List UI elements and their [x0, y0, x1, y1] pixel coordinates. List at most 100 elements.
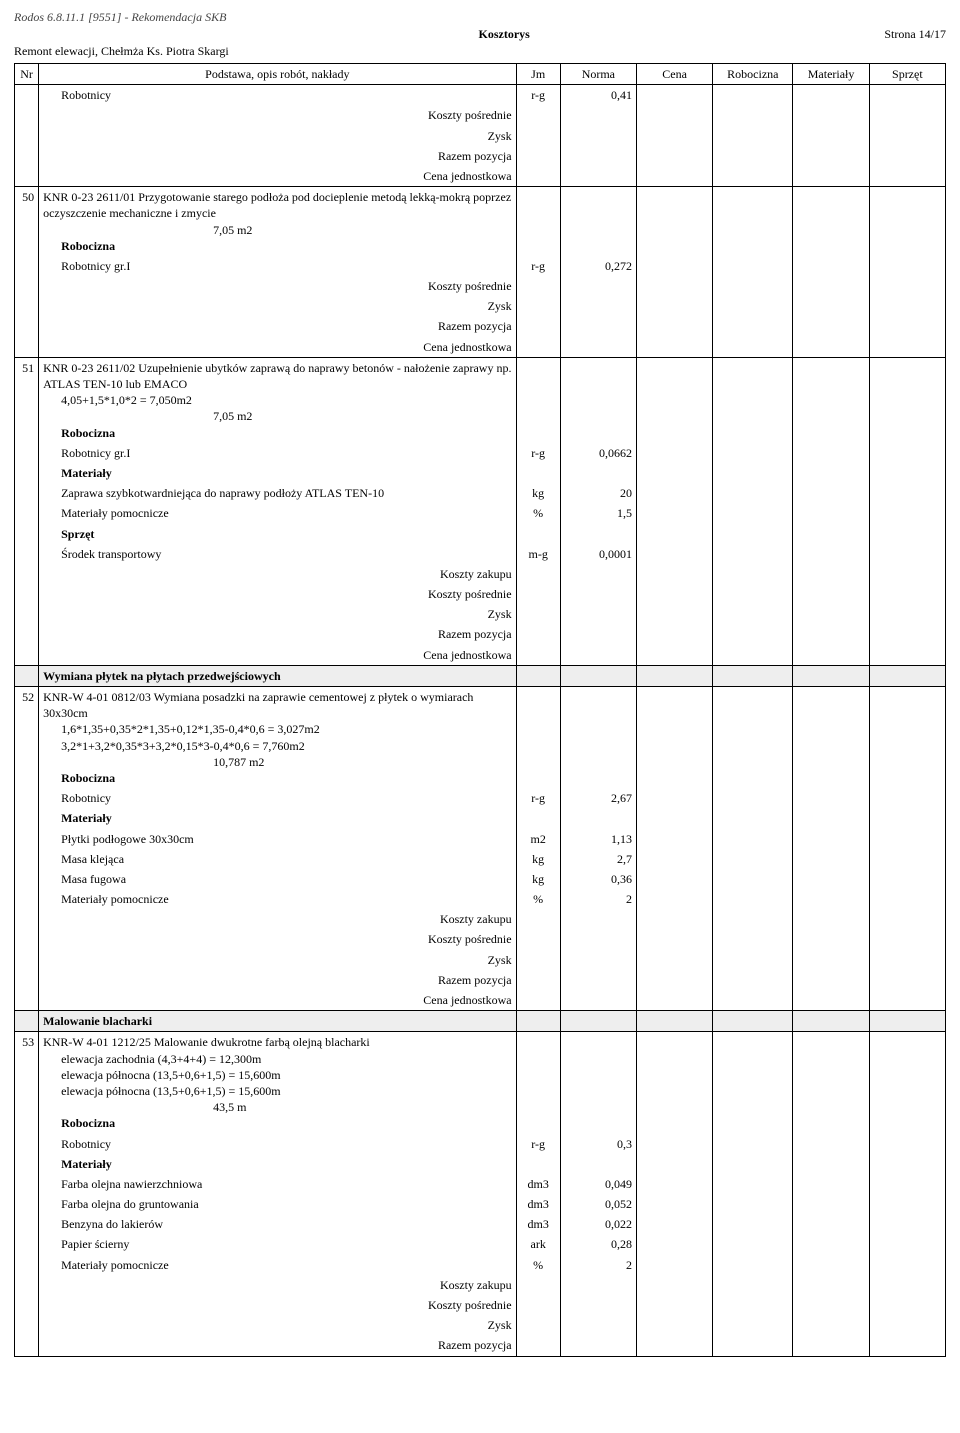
doc-id: Rodos 6.8.11.1 [9551] - Rekomendacja SKB [14, 10, 946, 25]
table-row: Robotnicy r-g 0,3 [15, 1134, 946, 1154]
item51-matpom-jm: % [516, 503, 560, 523]
item53-papier-norma: 0,28 [560, 1234, 636, 1254]
section-53-title: Malowanie blacharki [39, 1011, 517, 1032]
item53-calc3: elewacja północna (13,5+0,6+1,5) = 15,60… [43, 1083, 512, 1099]
table-row: Zysk [15, 950, 946, 970]
table-row: Robotnicy r-g 0,41 [15, 85, 946, 106]
table-row: Materiały [15, 808, 946, 828]
item51-matpom-label: Materiały pomocnicze [43, 505, 512, 521]
table-row: 50 KNR 0-23 2611/01 Przygotowanie stareg… [15, 187, 946, 256]
item50-rob-label: Robotnicy gr.I [43, 258, 512, 274]
table-row: Zysk [15, 604, 946, 624]
table-row: Robotnicy gr.I r-g 0,272 [15, 256, 946, 276]
table-row: Robotnicy gr.I r-g 0,0662 [15, 443, 946, 463]
table-row: 53 KNR-W 4-01 1212/25 Malowanie dwukrotn… [15, 1032, 946, 1134]
item53-farba-grunt-label: Farba olejna do gruntowania [43, 1196, 512, 1212]
item53-farba-naw-jm: dm3 [516, 1174, 560, 1194]
item51-qty: 7,05 m2 [43, 408, 512, 424]
item52-nr: 52 [15, 687, 39, 789]
meta-kp: Koszty pośrednie [43, 586, 512, 602]
table-row: Materiały [15, 463, 946, 483]
table-row: Koszty pośrednie [15, 929, 946, 949]
col-sprzet: Sprzęt [869, 64, 945, 85]
table-row: Sprzęt [15, 524, 946, 544]
item53-papier-label: Papier ścierny [43, 1236, 512, 1252]
table-row: Razem pozycja [15, 316, 946, 336]
table-row: Materiały [15, 1154, 946, 1174]
meta-cj: Cena jednostkowa [43, 168, 512, 184]
item52-plytki-norma: 1,13 [560, 829, 636, 849]
col-materialy: Materiały [793, 64, 869, 85]
meta-zysk: Zysk [43, 952, 512, 968]
item52-qty: 10,787 m2 [43, 754, 512, 770]
item51-srodek-norma: 0,0001 [560, 544, 636, 564]
item52-rob-label: Robotnicy [43, 790, 512, 806]
item52-klej-label: Masa klejąca [43, 851, 512, 867]
col-robocizna: Robocizna [713, 64, 793, 85]
meta-zysk: Zysk [43, 298, 512, 314]
table-row: Koszty pośrednie [15, 584, 946, 604]
table-row: Razem pozycja [15, 1335, 946, 1356]
item51-rob-label: Robotnicy gr.I [43, 445, 512, 461]
table-row: Zysk [15, 1315, 946, 1335]
col-cena: Cena [636, 64, 712, 85]
meta-kp: Koszty pośrednie [43, 107, 512, 123]
table-row: Koszty pośrednie [15, 276, 946, 296]
item53-farba-naw-norma: 0,049 [560, 1174, 636, 1194]
table-row: Masa fugowa kg 0,36 [15, 869, 946, 889]
section-52-title: Wymiana płytek na płytach przedwejściowy… [39, 665, 517, 686]
item52-klej-jm: kg [516, 849, 560, 869]
item52-rob-jm: r-g [516, 788, 560, 808]
section-row: Wymiana płytek na płytach przedwejściowy… [15, 665, 946, 686]
item53-farba-naw-label: Farba olejna nawierzchniowa [43, 1176, 512, 1192]
item52-fug-label: Masa fugowa [43, 871, 512, 887]
table-row: Cena jednostkowa [15, 990, 946, 1011]
table-row: Koszty pośrednie [15, 105, 946, 125]
item53-robocizna-h: Robocizna [43, 1115, 512, 1131]
table-row: Benzyna do lakierów dm3 0,022 [15, 1214, 946, 1234]
item53-calc1: elewacja zachodnia (4,3+4+4) = 12,300m [43, 1051, 512, 1067]
table-row: Robotnicy r-g 2,67 [15, 788, 946, 808]
item53-papier-jm: ark [516, 1234, 560, 1254]
item51-sprzet-h: Sprzęt [43, 526, 512, 542]
item51-zaprawa-jm: kg [516, 483, 560, 503]
meta-cj: Cena jednostkowa [43, 339, 512, 355]
item53-rob-label: Robotnicy [43, 1136, 512, 1152]
table-row: Koszty zakupu [15, 564, 946, 584]
table-row: Farba olejna do gruntowania dm3 0,052 [15, 1194, 946, 1214]
table-row: Razem pozycja [15, 146, 946, 166]
item52-calc2: 3,2*1+3,2*0,35*3+3,2*0,15*3-0,4*0,6 = 7,… [43, 738, 512, 754]
item53-farba-grunt-norma: 0,052 [560, 1194, 636, 1214]
table-row: Koszty pośrednie [15, 1295, 946, 1315]
table-row: 52 KNR-W 4-01 0812/03 Wymiana posadzki n… [15, 687, 946, 789]
meta-cj: Cena jednostkowa [43, 992, 512, 1008]
item53-matpom-jm: % [516, 1255, 560, 1275]
item52-plytki-label: Płytki podłogowe 30x30cm [43, 831, 512, 847]
table-row: Razem pozycja [15, 970, 946, 990]
item51-calc: 4,05+1,5*1,0*2 = 7,050m2 [43, 392, 512, 408]
item51-nr: 51 [15, 357, 39, 442]
table-row: Materiały pomocnicze % 2 [15, 1255, 946, 1275]
item51-zaprawa-label: Zaprawa szybkotwardniejąca do naprawy po… [43, 485, 512, 501]
table-row: Materiały pomocnicze % 1,5 [15, 503, 946, 523]
table-row: Papier ścierny ark 0,28 [15, 1234, 946, 1254]
item52-matpom-label: Materiały pomocnicze [43, 891, 512, 907]
item53-benzyna-jm: dm3 [516, 1214, 560, 1234]
meta-cj: Cena jednostkowa [43, 647, 512, 663]
item50-rob-jm: r-g [516, 256, 560, 276]
pre-robotnicy-jm: r-g [516, 85, 560, 106]
table-header-row: Nr Podstawa, opis robót, nakłady Jm Norm… [15, 64, 946, 85]
table-row: Koszty zakupu [15, 1275, 946, 1295]
table-row: Koszty zakupu [15, 909, 946, 929]
table-row: Farba olejna nawierzchniowa dm3 0,049 [15, 1174, 946, 1194]
meta-razem: Razem pozycja [43, 626, 512, 642]
item52-matpom-jm: % [516, 889, 560, 909]
meta-kp: Koszty pośrednie [43, 278, 512, 294]
meta-zysk: Zysk [43, 1317, 512, 1333]
table-row: Cena jednostkowa [15, 166, 946, 187]
table-row: Razem pozycja [15, 624, 946, 644]
table-row: Cena jednostkowa [15, 645, 946, 666]
doc-title: Kosztorys [134, 27, 874, 42]
meta-kz: Koszty zakupu [43, 911, 512, 927]
table-row: Zaprawa szybkotwardniejąca do naprawy po… [15, 483, 946, 503]
